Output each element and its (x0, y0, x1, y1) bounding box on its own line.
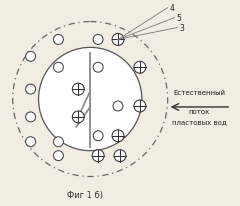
Circle shape (112, 34, 124, 46)
Circle shape (54, 151, 63, 161)
Circle shape (92, 150, 104, 162)
Circle shape (113, 102, 123, 111)
Circle shape (39, 48, 142, 151)
Circle shape (54, 35, 63, 45)
Text: пластовых вод: пластовых вод (172, 118, 227, 124)
Text: Фиг 1 б): Фиг 1 б) (67, 190, 103, 199)
Circle shape (26, 112, 36, 122)
Circle shape (26, 85, 36, 95)
Circle shape (93, 63, 103, 73)
Text: 4: 4 (170, 4, 174, 13)
Circle shape (26, 137, 36, 147)
Circle shape (93, 35, 103, 45)
Circle shape (134, 101, 146, 112)
Text: 3: 3 (180, 24, 185, 33)
Circle shape (54, 137, 63, 147)
Circle shape (93, 131, 103, 141)
Circle shape (72, 111, 84, 123)
Circle shape (114, 150, 126, 162)
Circle shape (72, 84, 84, 96)
Circle shape (26, 52, 36, 62)
Circle shape (54, 63, 63, 73)
Text: 5: 5 (177, 14, 181, 23)
Text: поток: поток (189, 108, 210, 114)
Circle shape (134, 62, 146, 74)
Circle shape (112, 130, 124, 142)
Text: Естественный: Естественный (174, 90, 225, 96)
